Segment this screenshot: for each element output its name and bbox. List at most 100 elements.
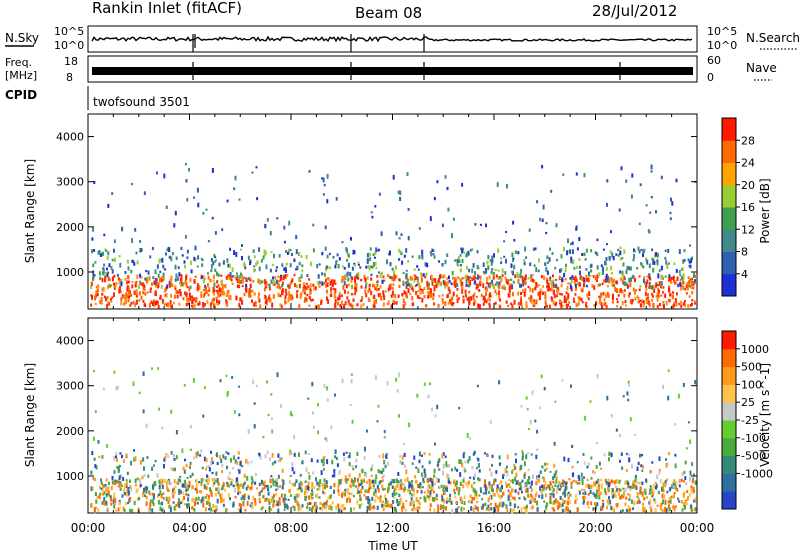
data-cell	[202, 302, 205, 307]
data-cell	[207, 498, 210, 503]
data-cell	[551, 297, 554, 302]
data-cell	[502, 501, 505, 506]
data-cell	[149, 255, 152, 259]
data-cell	[676, 488, 679, 492]
data-cell	[433, 508, 436, 512]
data-cell	[605, 481, 608, 485]
data-cell	[450, 501, 453, 505]
data-cell	[586, 478, 589, 481]
data-cell	[298, 252, 301, 256]
data-cell	[649, 211, 652, 214]
data-cell	[173, 505, 176, 511]
data-cell	[185, 482, 188, 487]
data-cell	[277, 474, 280, 479]
data-cell	[260, 280, 263, 283]
y-tick-label: 3000	[56, 176, 84, 189]
data-cell	[466, 266, 469, 270]
data-cell	[131, 509, 134, 513]
data-cell	[574, 288, 577, 292]
data-cell	[468, 456, 471, 461]
data-cell	[469, 494, 472, 498]
data-cell	[142, 371, 145, 376]
colorbar-cell	[722, 384, 736, 403]
data-cell	[596, 238, 599, 242]
data-cell	[650, 293, 653, 296]
data-cell	[113, 292, 115, 297]
data-cell	[422, 273, 425, 277]
data-cell	[505, 230, 508, 234]
data-cell	[487, 507, 490, 512]
data-cell	[605, 273, 608, 278]
data-cell	[143, 466, 145, 471]
data-cell	[467, 250, 470, 256]
data-cell	[118, 280, 121, 285]
data-cell	[429, 503, 432, 508]
data-cell	[375, 474, 378, 480]
data-cell	[289, 263, 292, 268]
data-cell	[374, 488, 377, 493]
data-cell	[331, 459, 334, 465]
data-cell	[520, 268, 523, 274]
data-cell	[233, 187, 236, 191]
data-cell	[493, 480, 495, 485]
data-cell	[134, 456, 137, 461]
data-cell	[466, 483, 469, 488]
data-cell	[278, 497, 281, 502]
data-cell	[132, 259, 135, 264]
data-cell	[351, 266, 354, 271]
data-cell	[650, 508, 653, 513]
data-cell	[684, 476, 687, 481]
data-cell	[669, 217, 672, 221]
data-cell	[420, 274, 423, 279]
data-cell	[325, 278, 327, 283]
data-cell	[151, 367, 153, 370]
data-cell	[596, 274, 599, 277]
data-cell	[507, 279, 510, 282]
data-cell	[604, 491, 607, 496]
data-cell	[642, 278, 645, 284]
data-cell	[197, 202, 200, 208]
data-cell	[444, 285, 447, 289]
data-cell	[117, 466, 120, 472]
data-cell	[374, 493, 377, 498]
data-cell	[381, 475, 384, 479]
data-cell	[478, 494, 481, 497]
data-cell	[310, 486, 313, 490]
data-cell	[389, 262, 392, 267]
data-cell	[567, 282, 570, 285]
data-cell	[596, 252, 599, 257]
data-cell	[511, 270, 514, 274]
data-cell	[360, 469, 363, 473]
data-cell	[268, 294, 271, 298]
data-cell	[255, 166, 258, 169]
data-cell	[127, 280, 130, 284]
data-cell	[408, 282, 410, 287]
data-cell	[627, 380, 630, 384]
data-cell	[348, 455, 351, 459]
data-cell	[392, 290, 394, 296]
data-cell	[595, 275, 598, 281]
data-cell	[325, 438, 328, 443]
data-cell	[280, 304, 283, 308]
data-cell	[415, 290, 418, 296]
data-cell	[358, 504, 361, 509]
data-cell	[671, 294, 674, 300]
data-cell	[295, 268, 298, 271]
data-cell	[350, 507, 352, 513]
data-cell	[170, 467, 173, 470]
data-cell	[242, 484, 245, 489]
data-cell	[390, 304, 393, 309]
data-cell	[238, 282, 241, 285]
data-cell	[419, 497, 422, 500]
data-cell	[334, 288, 337, 293]
data-cell	[570, 242, 572, 246]
data-cell	[368, 287, 371, 292]
data-cell	[333, 292, 336, 296]
data-cell	[610, 265, 613, 271]
data-cell	[634, 486, 637, 489]
data-cell	[634, 474, 637, 479]
data-cell	[330, 287, 333, 292]
data-cell	[524, 281, 527, 285]
data-cell	[249, 283, 252, 289]
data-cell	[321, 251, 324, 256]
